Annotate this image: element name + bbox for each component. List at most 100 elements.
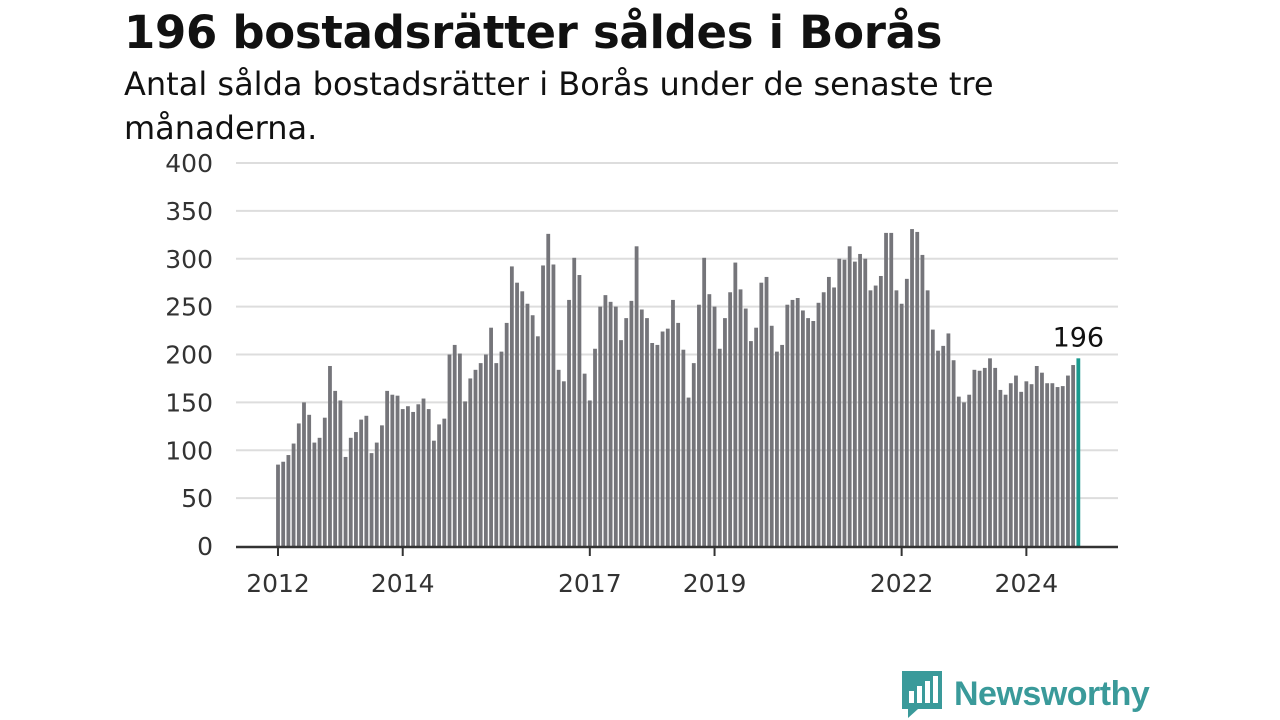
bar — [697, 304, 701, 546]
bar — [546, 233, 551, 547]
bar — [426, 409, 431, 546]
bar — [1050, 383, 1055, 546]
bar — [561, 381, 566, 546]
bar — [665, 328, 670, 546]
bar — [904, 278, 909, 546]
bar — [769, 325, 774, 546]
bar — [395, 395, 400, 546]
bar — [930, 329, 935, 546]
bar — [676, 322, 681, 546]
bar — [281, 461, 286, 546]
bar — [702, 257, 707, 546]
bar — [1003, 394, 1008, 546]
y-tick-label: 150 — [165, 388, 213, 417]
bar — [764, 276, 769, 546]
bars — [276, 229, 1081, 547]
y-tick-label: 350 — [165, 197, 213, 226]
bar — [847, 246, 852, 547]
bar — [681, 349, 686, 546]
bar — [473, 369, 478, 546]
x-tick-label: 2022 — [870, 569, 934, 598]
bar — [406, 406, 410, 546]
bar — [1040, 372, 1044, 546]
bar — [873, 285, 878, 546]
bar — [587, 400, 592, 546]
bar — [1024, 381, 1029, 546]
bar — [738, 289, 743, 546]
bar — [785, 304, 790, 546]
bar — [852, 261, 857, 546]
y-tick-label: 400 — [165, 149, 213, 178]
bar — [541, 265, 545, 546]
bar — [629, 300, 634, 546]
highlight-bar — [1076, 358, 1081, 546]
bar — [385, 390, 390, 546]
bar — [1071, 365, 1076, 546]
bar — [775, 351, 779, 546]
x-tick-label: 2014 — [371, 569, 435, 598]
bar — [925, 290, 930, 546]
bar — [551, 264, 556, 546]
bar — [728, 292, 733, 546]
bar — [899, 303, 904, 546]
bar — [338, 400, 343, 546]
bar — [936, 350, 940, 546]
bar — [634, 246, 639, 547]
x-tick-label: 2017 — [558, 569, 622, 598]
bar — [889, 232, 894, 546]
bar — [821, 292, 826, 546]
x-axis-ticks: 2012 2014 2017 2019 2022 2024 — [246, 547, 1058, 598]
bar — [707, 294, 712, 546]
bar — [530, 315, 535, 546]
bar — [447, 354, 452, 546]
bar — [613, 306, 618, 546]
bar — [499, 351, 504, 546]
bar — [359, 419, 364, 546]
bar — [307, 414, 312, 546]
bar — [811, 320, 816, 546]
bar — [296, 423, 301, 546]
bar — [749, 341, 753, 546]
bar — [442, 418, 447, 546]
chart-subtitle: Antal sålda bostadsrätter i Borås under … — [124, 65, 994, 147]
bar — [463, 401, 467, 546]
bar — [967, 394, 972, 546]
bar — [1019, 391, 1024, 546]
bar — [354, 432, 358, 546]
bar — [364, 415, 369, 546]
y-tick-label: 50 — [181, 484, 213, 513]
bar — [717, 348, 722, 546]
bar — [317, 437, 322, 546]
y-tick-label: 200 — [165, 341, 213, 370]
bar — [457, 353, 462, 546]
bar — [894, 290, 899, 546]
bar — [582, 373, 587, 546]
bar — [858, 253, 862, 546]
bar — [837, 258, 842, 546]
bar — [712, 306, 717, 546]
bar — [504, 322, 509, 546]
bar — [374, 442, 379, 546]
bar — [302, 402, 306, 546]
bar — [1014, 375, 1018, 546]
bar — [1008, 383, 1013, 546]
bar — [915, 231, 920, 546]
bar — [988, 358, 992, 546]
y-tick-label: 0 — [197, 532, 213, 561]
bar — [400, 409, 405, 546]
bar — [598, 306, 603, 546]
last-value-label: 196 — [1053, 322, 1105, 353]
chart-title: 196 bostadsrätter såldes i Borås — [124, 6, 943, 59]
bar — [1045, 383, 1050, 546]
bar — [941, 345, 946, 546]
bar — [593, 348, 597, 546]
bar — [494, 363, 499, 546]
bar — [1055, 387, 1060, 546]
x-tick-label: 2024 — [995, 569, 1059, 598]
annotations: 196 — [1053, 322, 1105, 353]
bar — [759, 282, 764, 546]
bar — [520, 291, 525, 546]
bar — [790, 299, 795, 546]
bar — [816, 302, 821, 546]
